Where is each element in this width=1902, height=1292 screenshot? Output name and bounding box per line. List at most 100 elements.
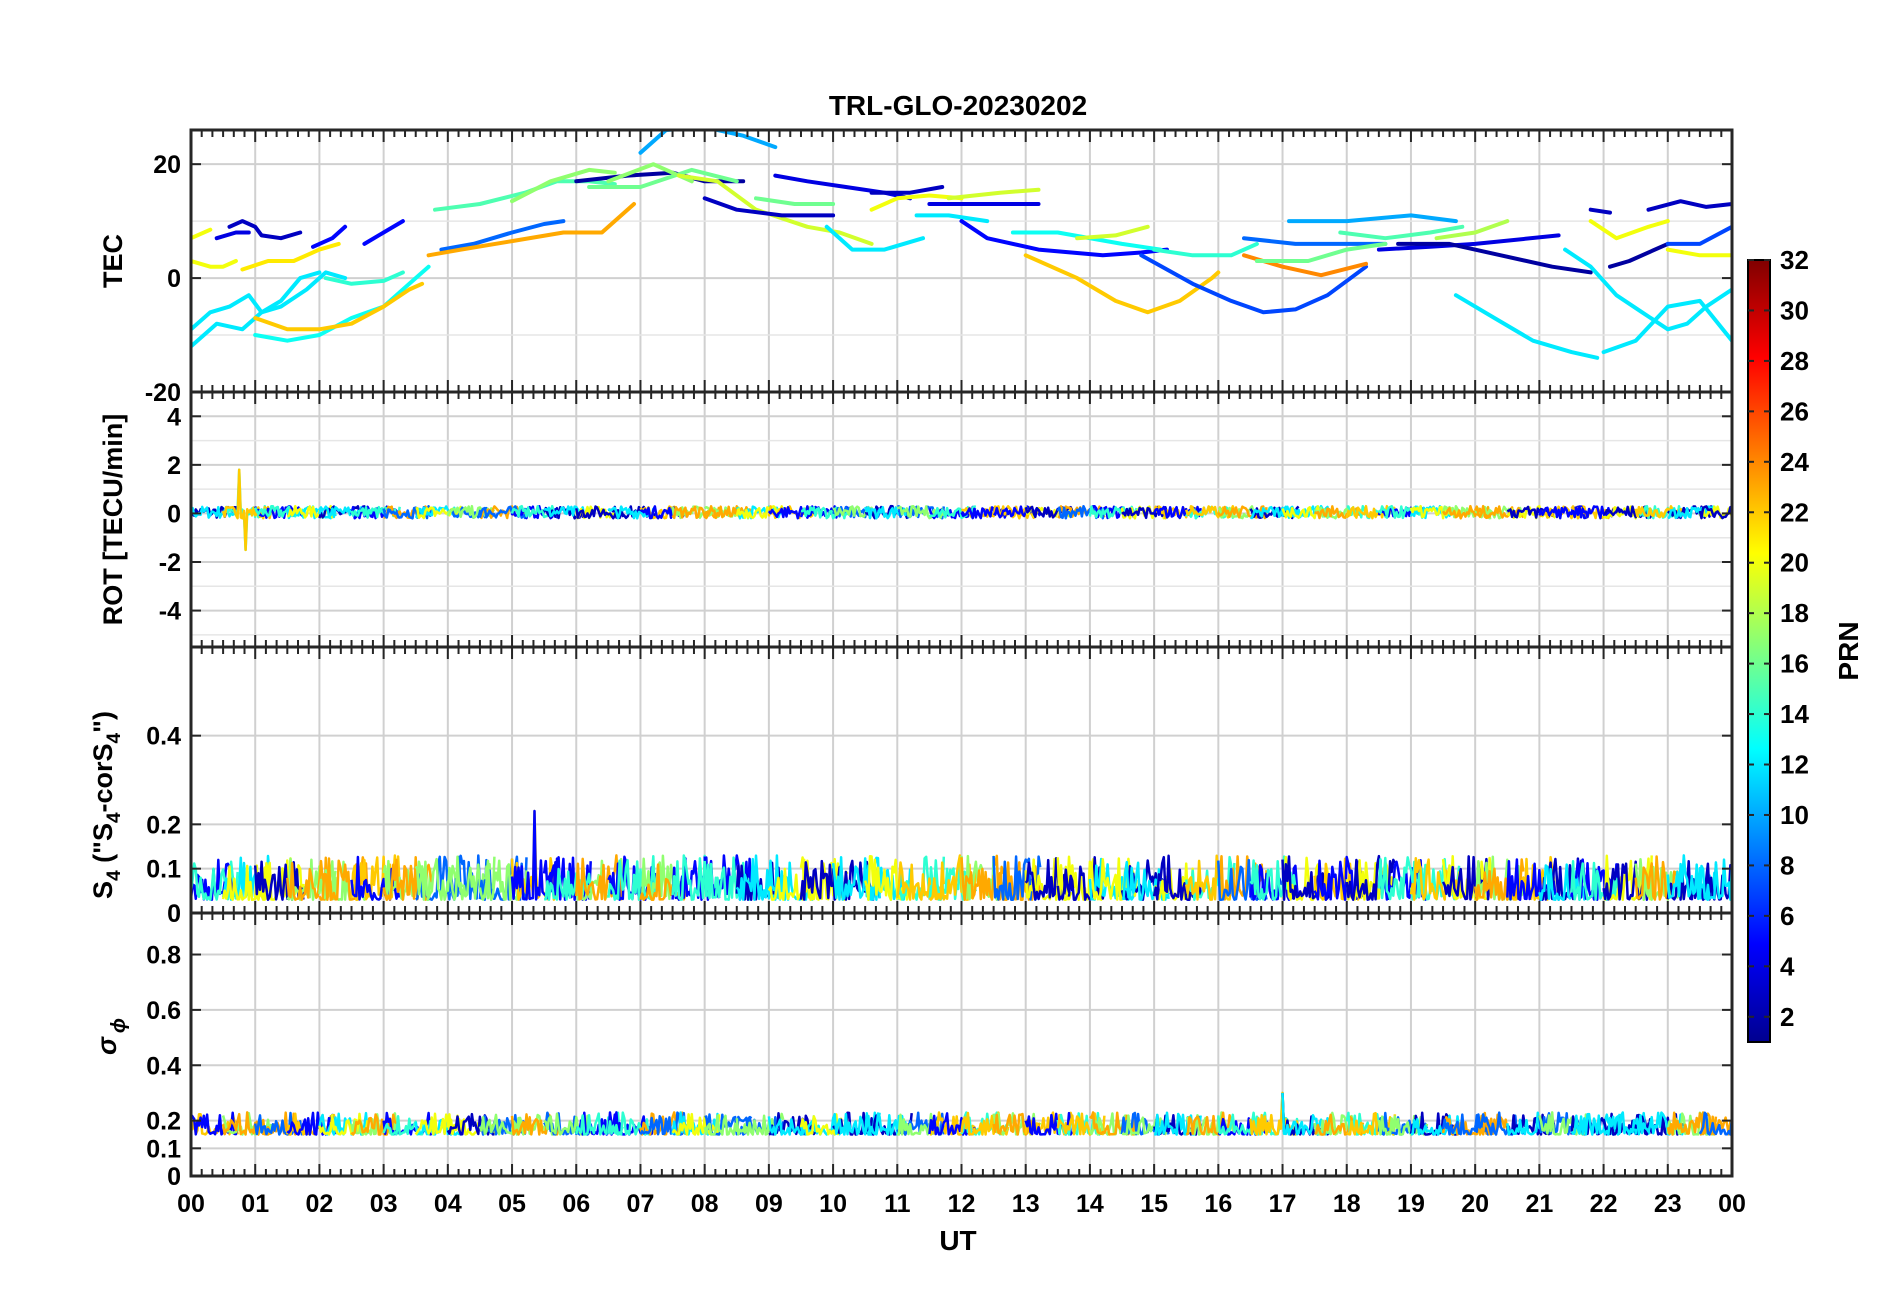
- y-tick-label: 0.6: [146, 997, 181, 1025]
- rot-trace: [735, 505, 785, 520]
- sigma_phi-trace: [221, 1111, 273, 1136]
- y-tick-label: 0: [167, 1163, 181, 1191]
- tec-series-prn-20: [1665, 247, 1732, 258]
- tec-series-prn-19: [946, 187, 1041, 201]
- y-tick-label: -4: [159, 598, 181, 626]
- colorbar-tick-label: 10: [1780, 800, 1809, 830]
- rot-trace: [767, 505, 816, 520]
- y-axis-label-part: σ: [92, 1036, 122, 1055]
- tec-series-prn-20: [869, 193, 964, 212]
- x-tick-label: 08: [691, 1190, 719, 1218]
- x-tick-label: 21: [1525, 1190, 1553, 1218]
- x-tick-label: 20: [1461, 1190, 1489, 1218]
- x-tick-label: 11: [884, 1190, 911, 1218]
- tec-series-prn-4: [214, 230, 251, 241]
- colorbar-tick-label: 8: [1780, 850, 1794, 880]
- tec-series-prn-12: [191, 270, 348, 349]
- tec-series-prn-3: [1646, 199, 1732, 212]
- s4-trace: [1217, 854, 1268, 901]
- s4-trace: [1506, 855, 1557, 901]
- x-tick-label: 17: [1269, 1190, 1297, 1218]
- y-axis-label: σϕ: [92, 1018, 130, 1055]
- y-tick-label: 0.4: [146, 1052, 181, 1080]
- tec-series-prn-12: [1601, 298, 1732, 355]
- colorbar-tick-label: 22: [1780, 497, 1809, 527]
- plot-area: [191, 809, 1732, 901]
- x-tick-label: 19: [1397, 1190, 1425, 1218]
- rot-trace: [1377, 504, 1429, 520]
- x-tick-label: 22: [1590, 1190, 1618, 1218]
- colorbar-tick-label: 18: [1780, 598, 1809, 628]
- y-tick-label: 0.1: [146, 1135, 181, 1163]
- colorbar-tick-label: 12: [1780, 750, 1809, 780]
- tec-series-prn-22: [253, 281, 425, 332]
- tec-series-prn-15: [1338, 224, 1465, 241]
- tec-series-prn-3: [227, 219, 303, 241]
- x-axis-label: UT: [939, 1225, 976, 1256]
- x-tick-label: 16: [1204, 1190, 1232, 1218]
- sigma_phi-trace: [1121, 1114, 1170, 1136]
- sigma_phi-trace: [414, 1114, 464, 1136]
- x-tick-label: 00: [1718, 1190, 1746, 1218]
- y-tick-label: 0.2: [146, 1108, 181, 1136]
- tec-series-prn-20: [1588, 219, 1670, 241]
- y-tick-label: -20: [145, 379, 181, 407]
- s4-trace: [575, 854, 624, 901]
- sigma_phi-trace: [318, 1112, 369, 1136]
- sigma_phi-trace: [607, 1111, 657, 1136]
- tec-series-prn-2: [1608, 241, 1670, 269]
- tec-series-prn-18: [1434, 219, 1510, 241]
- tec-series-prn-19: [677, 173, 874, 246]
- s4-trace: [350, 855, 401, 901]
- colorbar-tick-label: 16: [1780, 649, 1809, 679]
- colorbar-tick-label: 26: [1780, 396, 1809, 426]
- s4-trace: [703, 856, 753, 901]
- y-axis-label-part: 4: [104, 732, 125, 743]
- colorbar-tick-label: 20: [1780, 548, 1809, 578]
- rot-trace: [254, 504, 305, 518]
- rot-trace: [221, 468, 273, 552]
- colorbar-tick-label: 4: [1780, 951, 1795, 981]
- rot-trace: [1345, 504, 1396, 520]
- x-tick-label: 23: [1654, 1190, 1682, 1218]
- tec-series-prn-3: [869, 185, 945, 195]
- tec-series-prn-5: [959, 219, 1169, 258]
- y-axis-label: S4 ("S4-corS4"): [88, 711, 125, 899]
- panel-tec: 20 0 -20 TEC: [98, 128, 1734, 407]
- plot-area: [191, 1091, 1732, 1136]
- y-axis-label-part: -corS: [88, 743, 118, 812]
- tec-series-prn-21: [240, 241, 341, 272]
- tec-series-prn-12: [914, 213, 990, 224]
- x-tick-label: 03: [370, 1190, 398, 1218]
- sigma_phi-trace: [446, 1112, 495, 1136]
- rot-trace: [1698, 505, 1732, 520]
- y-tick-label: 0: [167, 500, 181, 528]
- sigma_phi-trace: [1602, 1111, 1653, 1136]
- sigma_phi-trace: [191, 1111, 239, 1136]
- s4-trace: [414, 857, 464, 901]
- y-axis-label-part: ϕ: [108, 1018, 130, 1033]
- tec-series-prn-3: [702, 196, 836, 218]
- x-tick-label: 09: [755, 1190, 783, 1218]
- x-tick-label: 02: [306, 1190, 334, 1218]
- y-axis-label-part: ("S: [88, 823, 118, 870]
- sigma_phi-trace: [1698, 1111, 1732, 1136]
- panel-rot: 4 2 0 -2 -4 ROT [TECU/min]: [98, 390, 1734, 649]
- tec-series-prn-5: [362, 219, 405, 246]
- colorbar-tick-label: 14: [1780, 699, 1809, 729]
- tec-series-prn-17: [510, 167, 617, 204]
- tec-series-prn-20: [191, 259, 238, 269]
- y-axis-label: TEC: [98, 234, 128, 288]
- colorbar-tick-label: 2: [1780, 1002, 1794, 1032]
- tec-series-prn-12: [191, 270, 322, 332]
- tec-series-prn-19: [1075, 224, 1150, 241]
- y-tick-label: 0: [167, 900, 181, 928]
- tec-series-prn-8: [439, 219, 566, 252]
- rot-trace: [928, 505, 976, 520]
- x-tick-label: 05: [498, 1190, 526, 1218]
